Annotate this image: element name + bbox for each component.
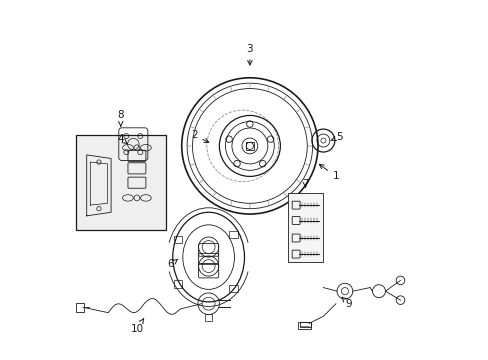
Bar (229, 231, 238, 238)
Text: 7: 7 (302, 179, 308, 189)
Text: 3: 3 (246, 44, 253, 65)
Bar (229, 285, 238, 292)
Text: 10: 10 (130, 319, 143, 334)
Bar (174, 280, 182, 288)
Text: 1: 1 (319, 165, 339, 181)
Bar (245, 141, 254, 150)
Bar (76, 135, 165, 230)
Bar (174, 235, 182, 243)
Bar (76, 303, 83, 312)
Bar (300, 321, 310, 327)
Text: 5: 5 (330, 132, 342, 142)
Bar (204, 314, 212, 321)
Text: 2: 2 (191, 130, 208, 143)
Bar (298, 322, 310, 329)
Text: 6: 6 (167, 259, 177, 269)
Text: 9: 9 (341, 297, 351, 309)
Bar (287, 193, 323, 262)
Text: 4: 4 (117, 134, 127, 144)
Text: 8: 8 (117, 111, 124, 126)
